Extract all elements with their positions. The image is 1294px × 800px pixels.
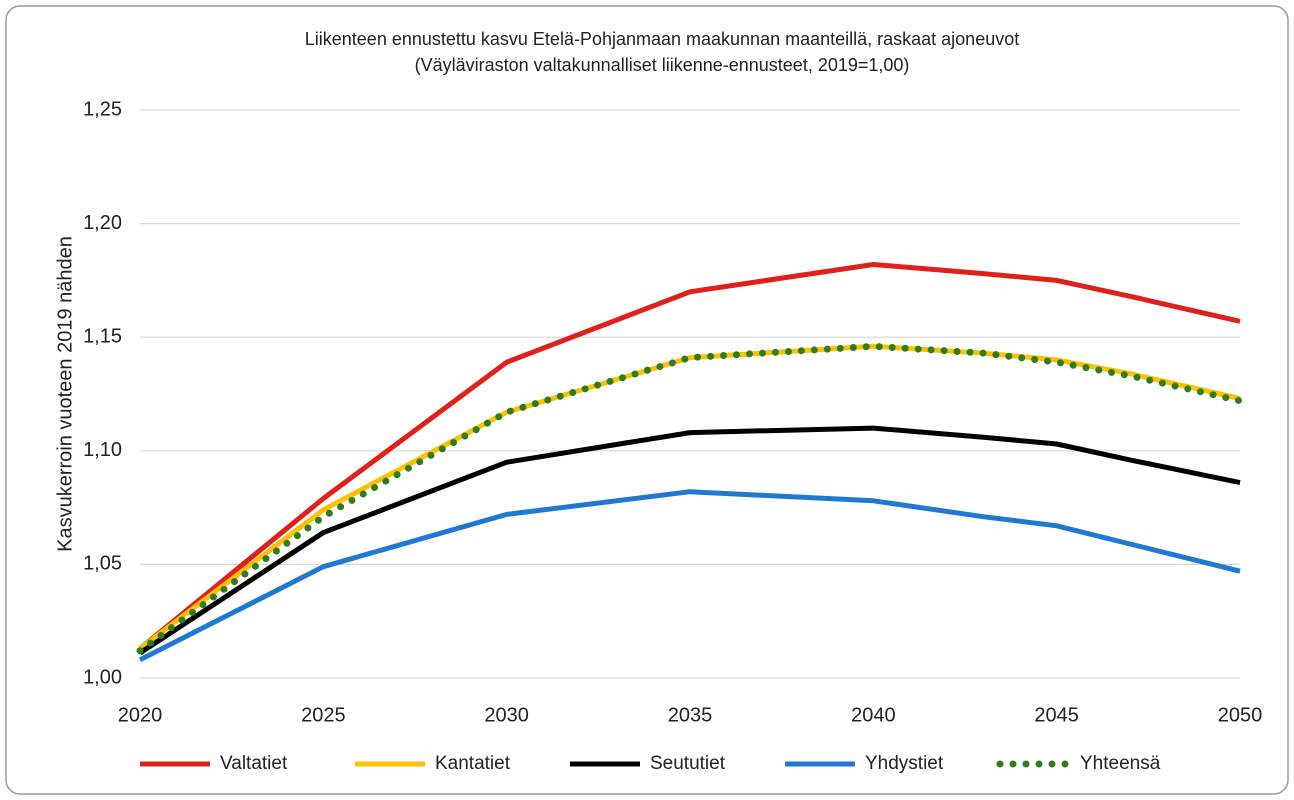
y-axis-label: Kasvukerroin vuoteen 2019 nähden	[54, 236, 76, 552]
y-tick-label: 1,05	[83, 553, 122, 575]
chart-title: Liikenteen ennustettu kasvu Etelä-Pohjan…	[305, 29, 1019, 49]
legend-label: Yhteensä	[1080, 753, 1161, 774]
x-tick-label: 2040	[851, 704, 896, 726]
chart-frame	[5, 5, 1289, 795]
y-tick-label: 1,10	[83, 439, 122, 461]
y-tick-label: 1,00	[83, 666, 122, 688]
x-tick-label: 2035	[668, 704, 713, 726]
x-tick-label: 2030	[484, 704, 529, 726]
y-tick-label: 1,25	[83, 98, 122, 120]
x-tick-label: 2020	[118, 704, 163, 726]
series-line	[138, 343, 1241, 651]
chart-subtitle: (Väyläviraston valtakunnalliset liikenne…	[415, 55, 910, 75]
x-tick-label: 2050	[1218, 704, 1263, 726]
series-line	[138, 489, 1241, 663]
series-line	[138, 425, 1241, 656]
series-line	[138, 262, 1241, 651]
series-line	[136, 342, 1244, 655]
x-tick-label: 2025	[301, 704, 346, 726]
y-tick-label: 1,20	[83, 212, 122, 234]
legend-label: Kantatiet	[435, 753, 511, 774]
legend-label: Yhdystiet	[865, 753, 944, 774]
legend-label: Valtatiet	[220, 753, 288, 774]
x-tick-label: 2045	[1034, 704, 1079, 726]
legend-label: Seututiet	[650, 753, 726, 774]
y-tick-label: 1,15	[83, 325, 122, 347]
